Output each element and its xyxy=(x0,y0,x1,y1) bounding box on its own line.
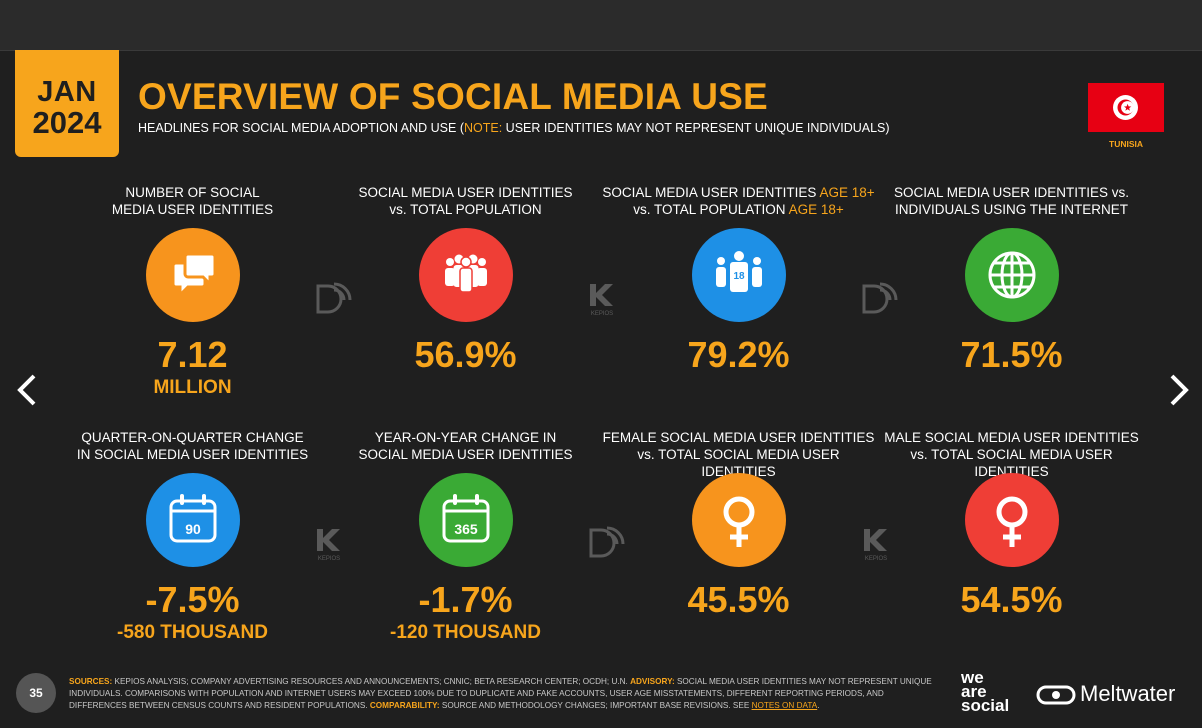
card-quarter-change: QUARTER-ON-QUARTER CHANGE IN SOCIAL MEDIA… xyxy=(56,429,329,644)
datareportal-watermark-icon xyxy=(587,524,625,565)
next-slide-arrow-icon[interactable] xyxy=(1164,372,1192,408)
card-year-change: YEAR-ON-YEAR CHANGE IN SOCIAL MEDIA USER … xyxy=(329,429,602,644)
country-label: TUNISIA xyxy=(1109,139,1143,149)
tunisia-flag-icon xyxy=(1088,83,1164,132)
card-value: -7.5% xyxy=(145,579,240,620)
subtitle-rest: USER IDENTITIES MAY NOT REPRESENT UNIQUE… xyxy=(502,121,890,135)
page-title: OVERVIEW OF SOCIAL MEDIA USE xyxy=(138,76,768,117)
meltwater-logo: Meltwater xyxy=(1036,681,1175,707)
card-male-users: MALE SOCIAL MEDIA USER IDENTITIES vs. TOT… xyxy=(875,429,1148,620)
subtitle-note: NOTE: xyxy=(464,121,503,135)
card-social-media-users: NUMBER OF SOCIAL MEDIA USER IDENTITIES 7.… xyxy=(56,184,329,399)
kepios-logo-icon xyxy=(590,284,613,306)
calendar-90-icon: 90 xyxy=(145,473,240,567)
card-value: 71.5% xyxy=(960,334,1063,375)
card-adults-vs-population: SOCIAL MEDIA USER IDENTITIES AGE 18+ vs. … xyxy=(602,184,875,375)
card-subvalue: -120 THOUSAND xyxy=(390,622,541,643)
card-female-users: FEMALE SOCIAL MEDIA USER IDENTITIES vs. T… xyxy=(602,429,875,620)
card-value: 45.5% xyxy=(687,579,790,620)
adults-18-icon: 18 xyxy=(691,228,786,322)
kepios-logo-icon xyxy=(864,529,887,551)
page-subtitle: HEADLINES FOR SOCIAL MEDIA ADOPTION AND … xyxy=(138,121,890,135)
female-symbol-icon xyxy=(691,473,786,567)
svg-text:18: 18 xyxy=(733,271,745,282)
card-value: 79.2% xyxy=(687,334,790,375)
svg-text:90: 90 xyxy=(185,521,201,537)
date-month: JAN xyxy=(37,76,97,108)
datareportal-watermark-icon xyxy=(314,280,352,321)
card-label: SOCIAL MEDIA USER IDENTITIES vs. TOTAL PO… xyxy=(358,185,573,217)
calendar-365-icon: 365 xyxy=(418,473,513,567)
kepios-watermark: KEPIOS xyxy=(588,282,616,317)
sources-note: SOURCES: KEPIOS ANALYSIS; COMPANY ADVERT… xyxy=(69,677,932,710)
svg-text:365: 365 xyxy=(454,521,478,537)
we-are-social-logo: we are social xyxy=(961,668,1010,715)
date-badge: JAN 2024 xyxy=(15,50,119,157)
card-label: MALE SOCIAL MEDIA USER IDENTITIES vs. TOT… xyxy=(884,430,1139,479)
datareportal-watermark-icon xyxy=(860,280,898,321)
globe-icon xyxy=(964,228,1059,322)
card-users-vs-internet: SOCIAL MEDIA USER IDENTITIES vs. INDIVIDU… xyxy=(875,184,1148,375)
meltwater-icon xyxy=(1036,685,1076,705)
female-symbol-icon xyxy=(964,473,1059,567)
card-label: QUARTER-ON-QUARTER CHANGE IN SOCIAL MEDIA… xyxy=(76,430,309,462)
previous-slide-arrow-icon[interactable] xyxy=(14,372,42,408)
card-value: 54.5% xyxy=(960,579,1063,620)
card-value: -1.7% xyxy=(418,579,513,620)
card-value: 56.9% xyxy=(414,334,517,375)
card-subvalue: -580 THOUSAND xyxy=(117,622,268,643)
kepios-logo-icon xyxy=(317,529,340,551)
card-label: NUMBER OF SOCIAL MEDIA USER IDENTITIES xyxy=(111,185,274,217)
subtitle-main: HEADLINES FOR SOCIAL MEDIA ADOPTION AND … xyxy=(138,121,464,135)
card-value: 7.12 xyxy=(157,334,228,375)
card-label: YEAR-ON-YEAR CHANGE IN SOCIAL MEDIA USER … xyxy=(358,430,573,462)
card-subvalue: MILLION xyxy=(153,377,232,398)
card-label: SOCIAL MEDIA USER IDENTITIES AGE 18+ vs. … xyxy=(602,185,875,217)
card-label: SOCIAL MEDIA USER IDENTITIES vs. INDIVIDU… xyxy=(893,185,1130,217)
speech-bubbles-icon xyxy=(145,228,240,322)
top-bar xyxy=(0,0,1202,51)
people-group-icon xyxy=(418,228,513,322)
card-label: FEMALE SOCIAL MEDIA USER IDENTITIES vs. T… xyxy=(602,430,875,479)
kepios-watermark: KEPIOS xyxy=(862,527,890,562)
kepios-watermark: KEPIOS xyxy=(315,527,343,562)
card-users-vs-population: SOCIAL MEDIA USER IDENTITIES vs. TOTAL PO… xyxy=(329,184,602,375)
date-year: 2024 xyxy=(32,105,102,140)
page-number: 35 xyxy=(16,673,56,713)
notes-on-data-link[interactable]: NOTES ON DATA xyxy=(751,701,818,710)
